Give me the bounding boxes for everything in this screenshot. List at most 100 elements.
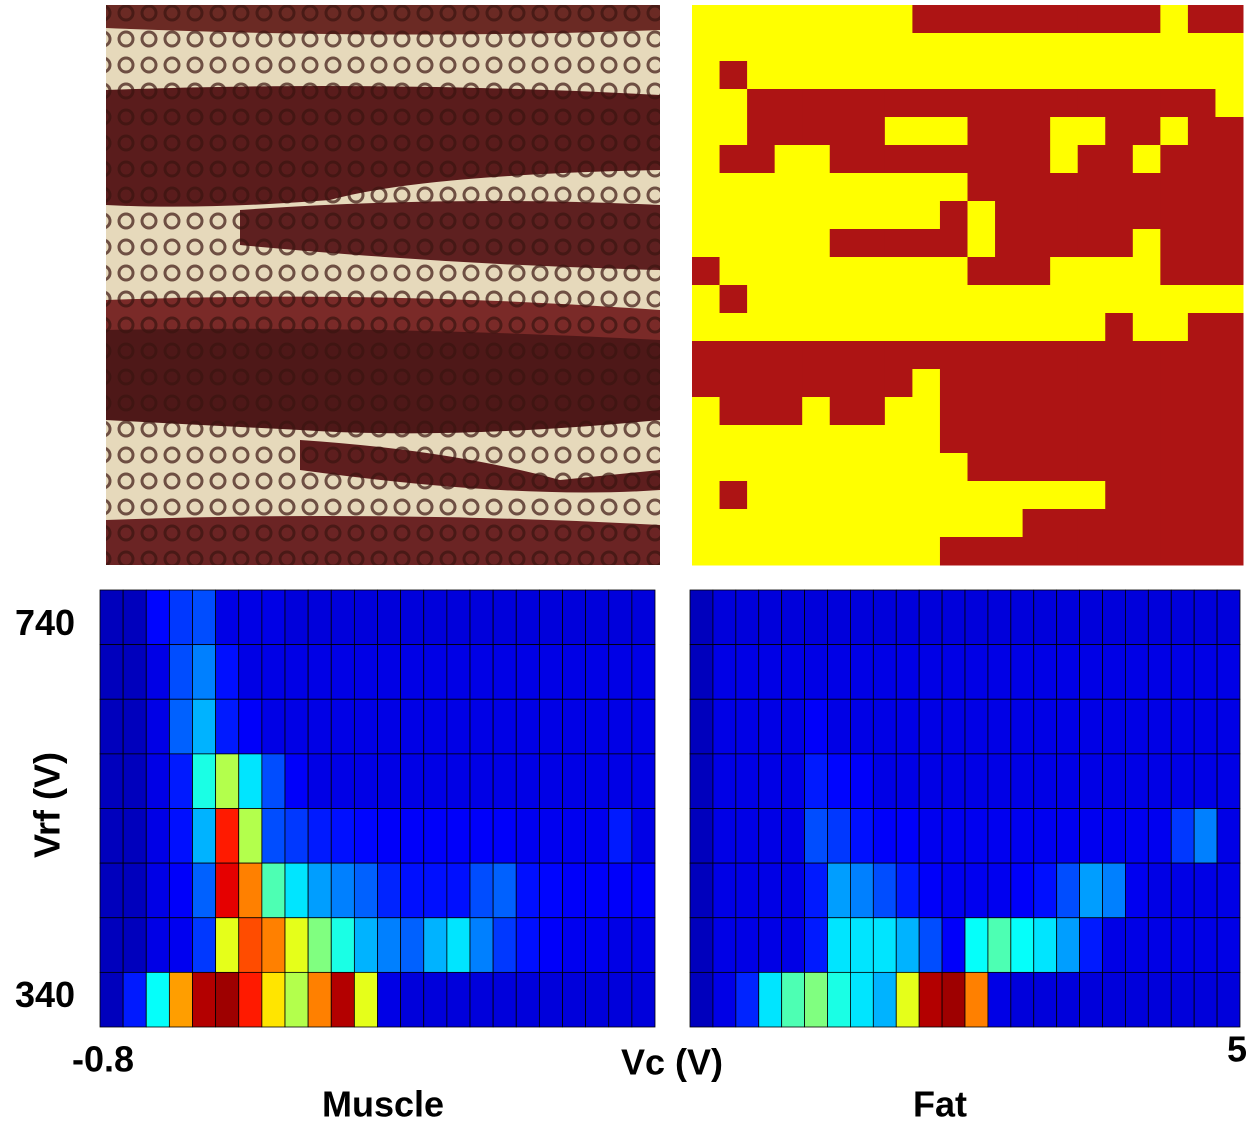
map-cell	[830, 509, 858, 538]
map-cell	[1078, 509, 1106, 538]
heatmap-cell	[609, 809, 632, 864]
map-cell	[1078, 117, 1106, 146]
heatmap-cell	[873, 699, 896, 754]
heatmap-cell	[447, 754, 470, 809]
heatmap-cell	[193, 809, 216, 864]
heatmap-cell	[1148, 590, 1171, 645]
heatmap-cell	[424, 754, 447, 809]
heatmap-cell	[713, 918, 736, 973]
heatmap-cell	[563, 645, 586, 700]
map-cell	[968, 5, 996, 34]
map-cell	[995, 117, 1023, 146]
map-cell	[1188, 509, 1216, 538]
map-cell	[1050, 425, 1078, 454]
map-cell	[720, 313, 748, 342]
map-cell	[1188, 341, 1216, 370]
heatmap-cell	[146, 972, 169, 1027]
map-cell	[1188, 33, 1216, 62]
heatmap-cell	[782, 972, 805, 1027]
heatmap-cell	[1011, 590, 1034, 645]
map-cell	[968, 61, 996, 90]
heatmap-cell	[919, 645, 942, 700]
map-cell	[940, 5, 968, 34]
heatmap-cell	[736, 918, 759, 973]
map-cell	[912, 453, 940, 482]
heatmap-cell	[632, 754, 655, 809]
heatmap-cell	[100, 590, 123, 645]
map-cell	[1078, 229, 1106, 258]
map-cell	[1023, 5, 1051, 34]
heatmap-cell	[586, 809, 609, 864]
heatmap-cell	[736, 972, 759, 1027]
map-cell	[692, 173, 720, 202]
map-cell	[747, 33, 775, 62]
map-cell	[720, 117, 748, 146]
heatmap-cell	[942, 699, 965, 754]
heatmap-cell	[759, 918, 782, 973]
map-cell	[1105, 369, 1133, 398]
heatmap-cell	[563, 863, 586, 918]
panel-label: Fat	[913, 1084, 967, 1125]
map-cell	[720, 89, 748, 118]
heatmap-cell	[563, 754, 586, 809]
map-cell	[995, 229, 1023, 258]
map-cell	[747, 341, 775, 370]
heatmap-cell	[609, 972, 632, 1027]
map-cell	[1105, 229, 1133, 258]
map-cell	[775, 89, 803, 118]
map-cell	[885, 145, 913, 174]
heatmap-cell	[1171, 699, 1194, 754]
heatmap-cell	[539, 863, 562, 918]
heatmap-cell	[308, 645, 331, 700]
map-cell	[940, 341, 968, 370]
heatmap-cell	[354, 699, 377, 754]
heatmap-cell	[919, 972, 942, 1027]
heatmap-cell	[193, 699, 216, 754]
map-cell	[830, 33, 858, 62]
map-cell	[1105, 61, 1133, 90]
heatmap-cell	[896, 645, 919, 700]
heatmap-cell	[123, 590, 146, 645]
map-cell	[1023, 453, 1051, 482]
heatmap-cell	[239, 754, 262, 809]
heatmap-cell	[331, 699, 354, 754]
heatmap-cell	[1103, 754, 1126, 809]
heatmap-cell	[123, 918, 146, 973]
map-cell	[1215, 201, 1243, 230]
heatmap-cell	[586, 863, 609, 918]
heatmap-cell	[632, 645, 655, 700]
heatmap-cell	[1148, 972, 1171, 1027]
map-cell	[1188, 145, 1216, 174]
map-cell	[1133, 425, 1161, 454]
heatmap-cell	[331, 754, 354, 809]
heatmap-cell	[516, 918, 539, 973]
heatmap-cell	[539, 645, 562, 700]
heatmap-cell	[331, 863, 354, 918]
heatmap-cell	[965, 590, 988, 645]
heatmap-cell	[1011, 863, 1034, 918]
map-cell	[830, 201, 858, 230]
map-cell	[1133, 285, 1161, 314]
map-cell	[857, 313, 885, 342]
map-cell	[775, 117, 803, 146]
map-cell	[857, 145, 885, 174]
map-cell	[1105, 453, 1133, 482]
map-cell	[885, 481, 913, 510]
map-cell	[1160, 481, 1188, 510]
heatmap-cell	[123, 863, 146, 918]
heatmap-cell	[805, 809, 828, 864]
heatmap-cell	[988, 918, 1011, 973]
map-cell	[885, 509, 913, 538]
map-cell	[1160, 229, 1188, 258]
heatmap-cell	[216, 863, 239, 918]
map-cell	[747, 257, 775, 286]
map-cell	[1133, 5, 1161, 34]
map-cell	[1133, 89, 1161, 118]
map-cell	[940, 369, 968, 398]
heatmap-cell	[759, 699, 782, 754]
map-cell	[747, 145, 775, 174]
heatmap-cell	[216, 972, 239, 1027]
map-cell	[1050, 397, 1078, 426]
heatmap-cell	[873, 918, 896, 973]
map-cell	[995, 5, 1023, 34]
